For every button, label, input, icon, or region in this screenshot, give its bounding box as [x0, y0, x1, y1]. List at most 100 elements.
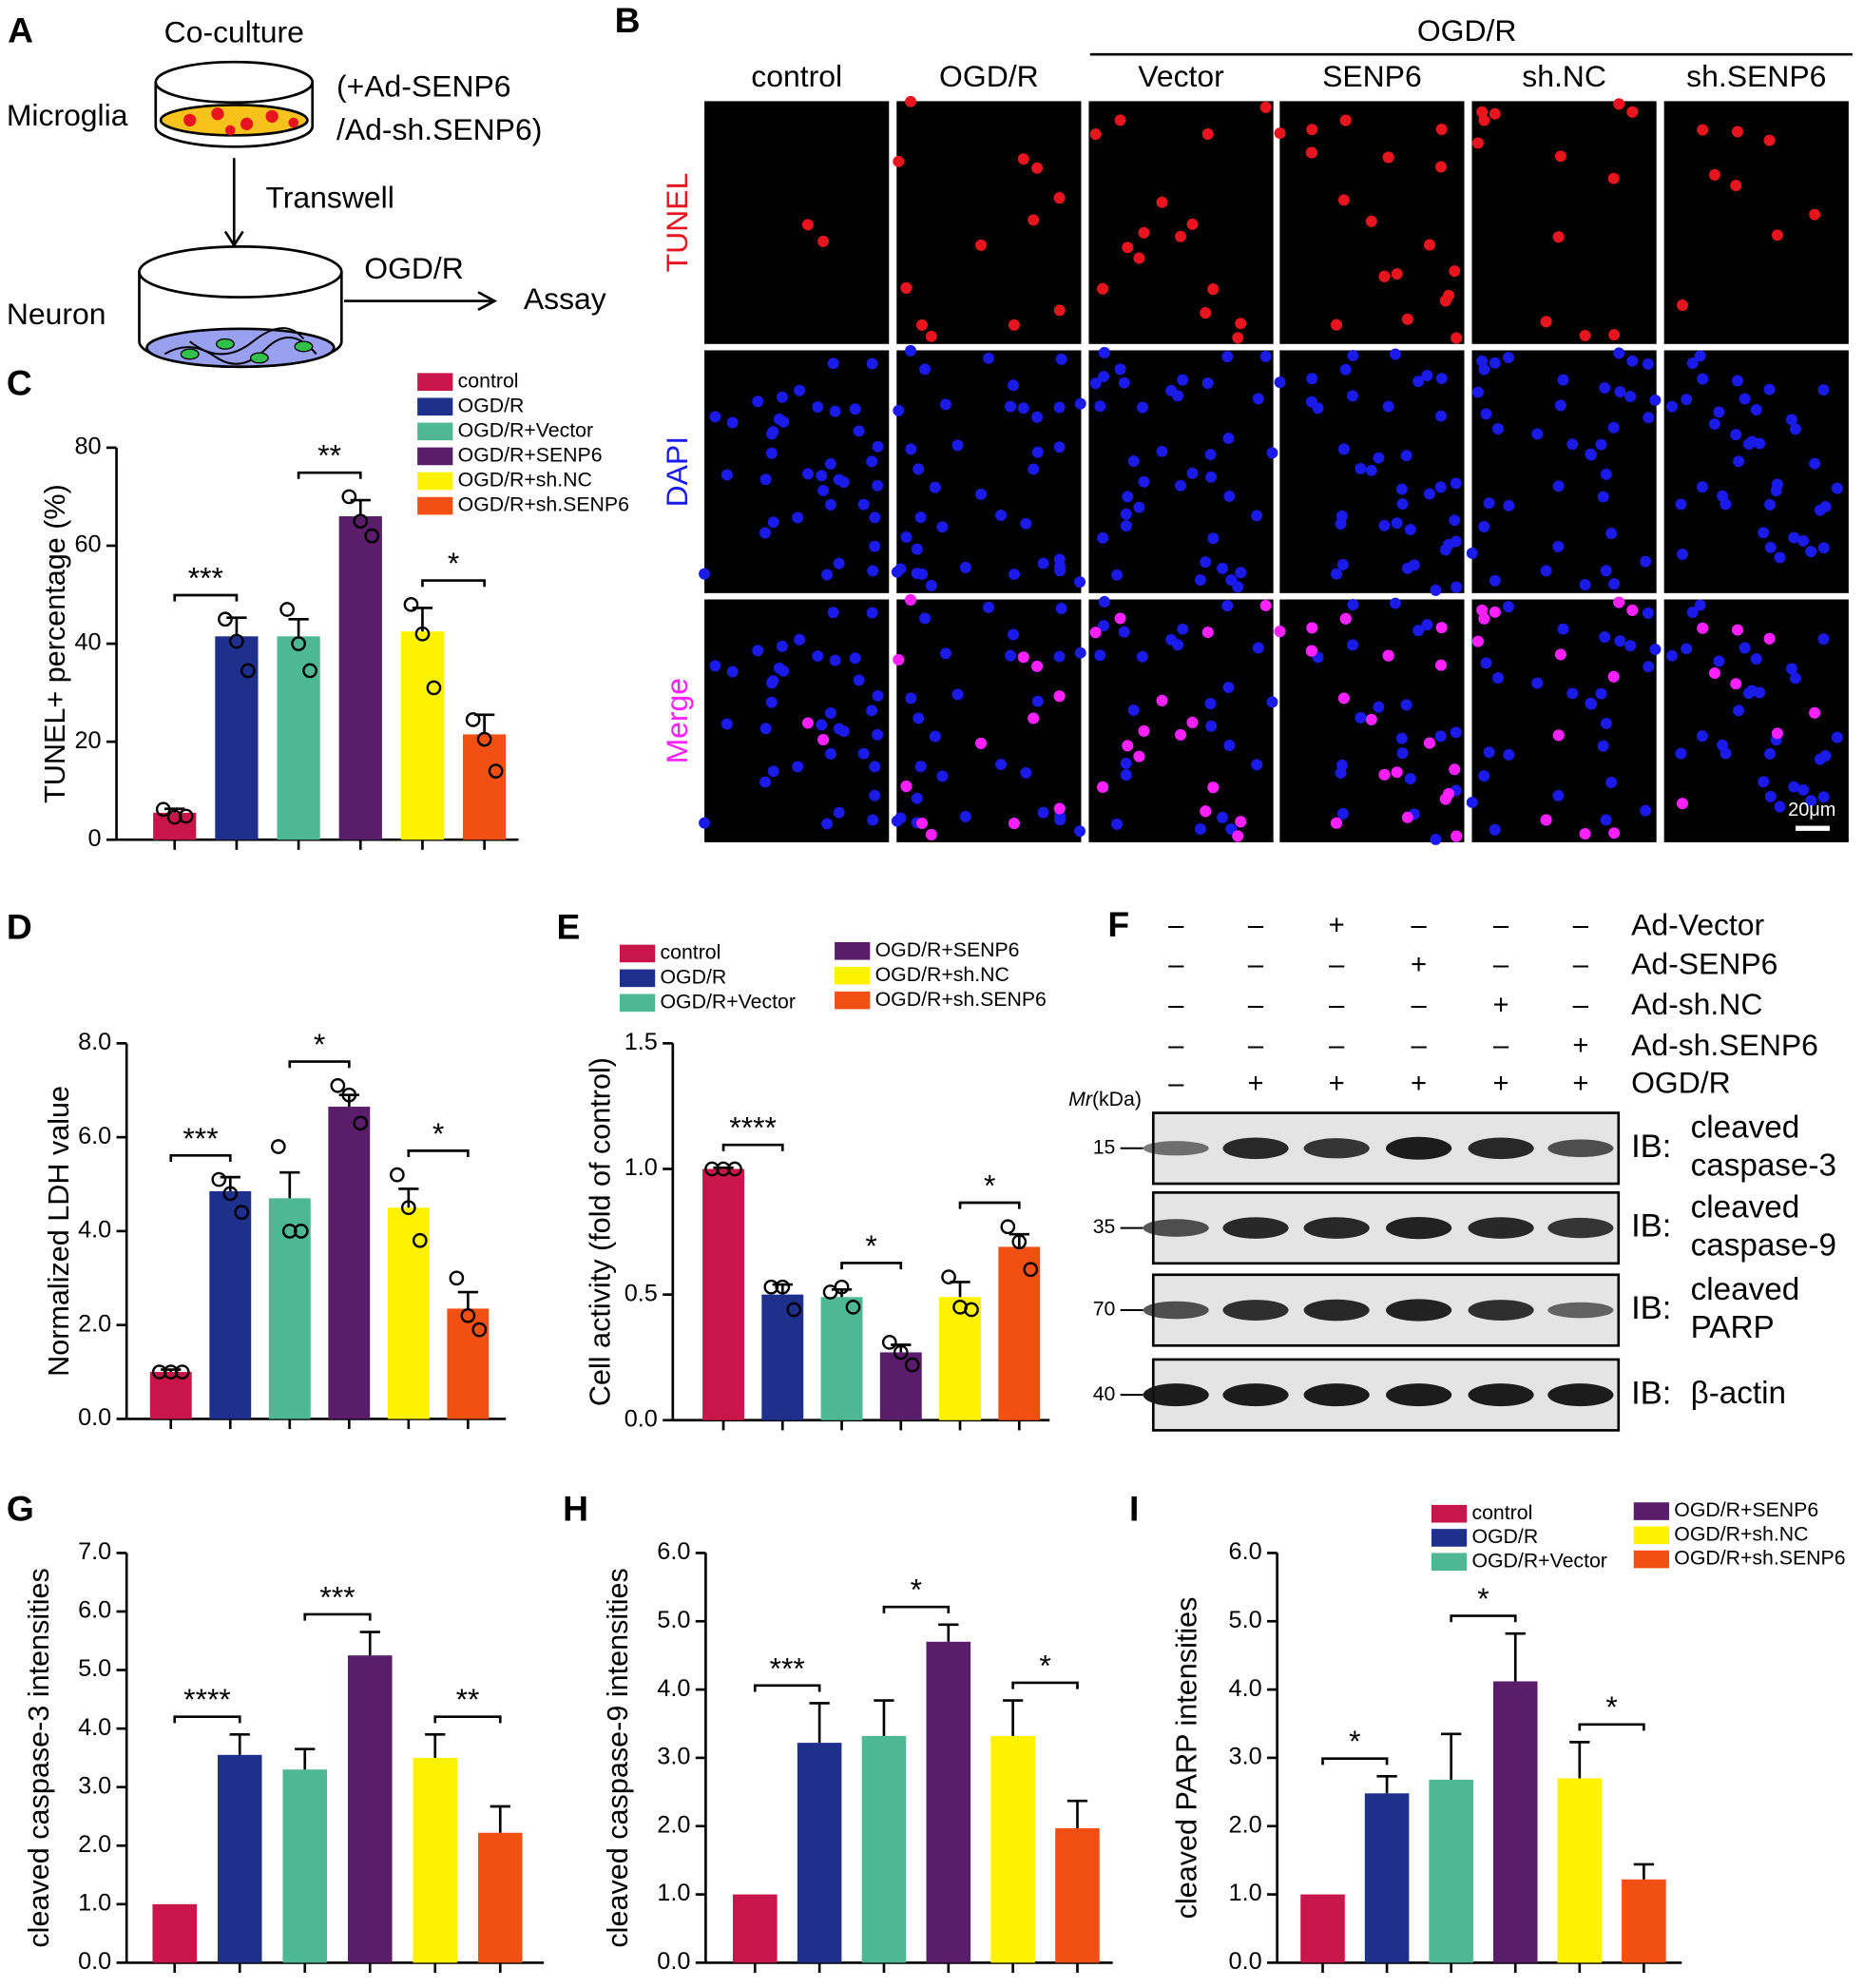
- cell: [1156, 694, 1168, 706]
- bar: [820, 1297, 863, 1420]
- cell: [1114, 114, 1126, 126]
- significance-bracket: [303, 1612, 372, 1621]
- cell: [1355, 711, 1367, 724]
- legend-label: OGD/R+Vector: [458, 418, 593, 441]
- cell: [1758, 527, 1770, 539]
- cell: [1111, 818, 1124, 830]
- cell: [1404, 773, 1416, 784]
- legend-label: OGD/R+SENP6: [1674, 1498, 1818, 1521]
- legend-label: OGD/R+sh.NC: [875, 963, 1009, 986]
- treatment-sign: +: [1329, 911, 1345, 941]
- data-point: [178, 808, 194, 824]
- panel-letter: E: [556, 907, 580, 947]
- legend-label: OGD/R+sh.NC: [458, 469, 592, 492]
- cell: [1347, 349, 1359, 361]
- cell: [1412, 625, 1425, 637]
- cell: [1222, 682, 1235, 694]
- cell: [1595, 687, 1607, 700]
- cell: [995, 759, 1008, 770]
- cell: [1223, 490, 1236, 502]
- band: [1303, 1217, 1370, 1239]
- cell: [1763, 134, 1776, 146]
- bar: [1492, 1681, 1538, 1963]
- cell: [1201, 128, 1214, 140]
- cell: [1614, 386, 1626, 398]
- data-point: [330, 1077, 346, 1093]
- cells: [1466, 596, 1662, 840]
- cell: [1649, 643, 1662, 655]
- cell: [1430, 833, 1442, 845]
- cell: [911, 543, 923, 555]
- cell: [776, 391, 788, 403]
- panel-letter: G: [7, 1488, 34, 1528]
- legend-label: OGD/R+SENP6: [875, 938, 1020, 961]
- cell: [1733, 704, 1745, 717]
- cell: [1785, 663, 1797, 675]
- treatment-sign: –: [1573, 911, 1589, 941]
- cell: [1306, 124, 1318, 136]
- cell: [1306, 373, 1318, 385]
- cell: [1053, 304, 1066, 317]
- bar: [702, 1168, 744, 1420]
- band: [1386, 1216, 1452, 1240]
- cell: [1599, 381, 1611, 394]
- cell: [936, 521, 949, 533]
- cell: [1177, 374, 1189, 386]
- cell: [1177, 623, 1189, 635]
- column-label: sh.SENP6: [1686, 59, 1826, 93]
- cell: [1451, 332, 1463, 344]
- cell: [767, 516, 779, 529]
- data-point: [389, 1167, 405, 1183]
- cell: [767, 765, 779, 778]
- cell: [925, 828, 937, 840]
- y-tick-label: 5.0: [1229, 1607, 1262, 1633]
- cell: [1677, 299, 1688, 311]
- cell: [905, 443, 917, 455]
- panel-letter: I: [1129, 1488, 1139, 1528]
- significance-bracket: [407, 1149, 470, 1158]
- cell: [866, 357, 878, 370]
- mw-marker: 15: [1093, 1135, 1116, 1158]
- cell: [1186, 467, 1199, 479]
- cell: [801, 468, 814, 480]
- y-tick-label: 1.0: [1229, 1880, 1262, 1906]
- cell: [1028, 712, 1040, 724]
- band: [1547, 1217, 1614, 1239]
- cell: [759, 527, 772, 539]
- bar: [282, 1769, 328, 1963]
- micrograph: [1088, 599, 1274, 842]
- cell: [1805, 546, 1817, 558]
- cell: [766, 677, 778, 689]
- cell: [1677, 549, 1688, 561]
- cell: [1585, 697, 1597, 709]
- cell: [1305, 396, 1317, 408]
- significance-bracket: [1450, 1614, 1517, 1623]
- cell: [1259, 101, 1272, 113]
- band: [1143, 1301, 1209, 1320]
- bar: [347, 1655, 393, 1963]
- band: [1468, 1300, 1534, 1322]
- mw-marker: 70: [1093, 1298, 1116, 1321]
- data-point: [218, 611, 233, 627]
- cell: [1540, 565, 1552, 577]
- blot-label: β-actin: [1691, 1376, 1786, 1411]
- cells: [891, 593, 1086, 840]
- cells: [1677, 124, 1821, 311]
- cell: [1503, 748, 1515, 761]
- legend-label: control: [661, 941, 721, 964]
- cell: [1118, 626, 1130, 638]
- panel-letter: B: [615, 0, 641, 40]
- treatment-sign: –: [1573, 991, 1589, 1021]
- significance-bracket: [169, 1153, 232, 1162]
- cell: [1054, 814, 1067, 826]
- cells: [1665, 599, 1843, 813]
- cell: [919, 363, 932, 376]
- legend-swatch: [1633, 1502, 1669, 1520]
- cell: [1720, 747, 1732, 760]
- data-point: [151, 1364, 167, 1380]
- cell: [1770, 485, 1782, 497]
- treatment-sign: +: [1572, 1069, 1588, 1099]
- bar: [217, 1754, 262, 1963]
- cell: [1554, 399, 1566, 412]
- cell: [1579, 828, 1591, 840]
